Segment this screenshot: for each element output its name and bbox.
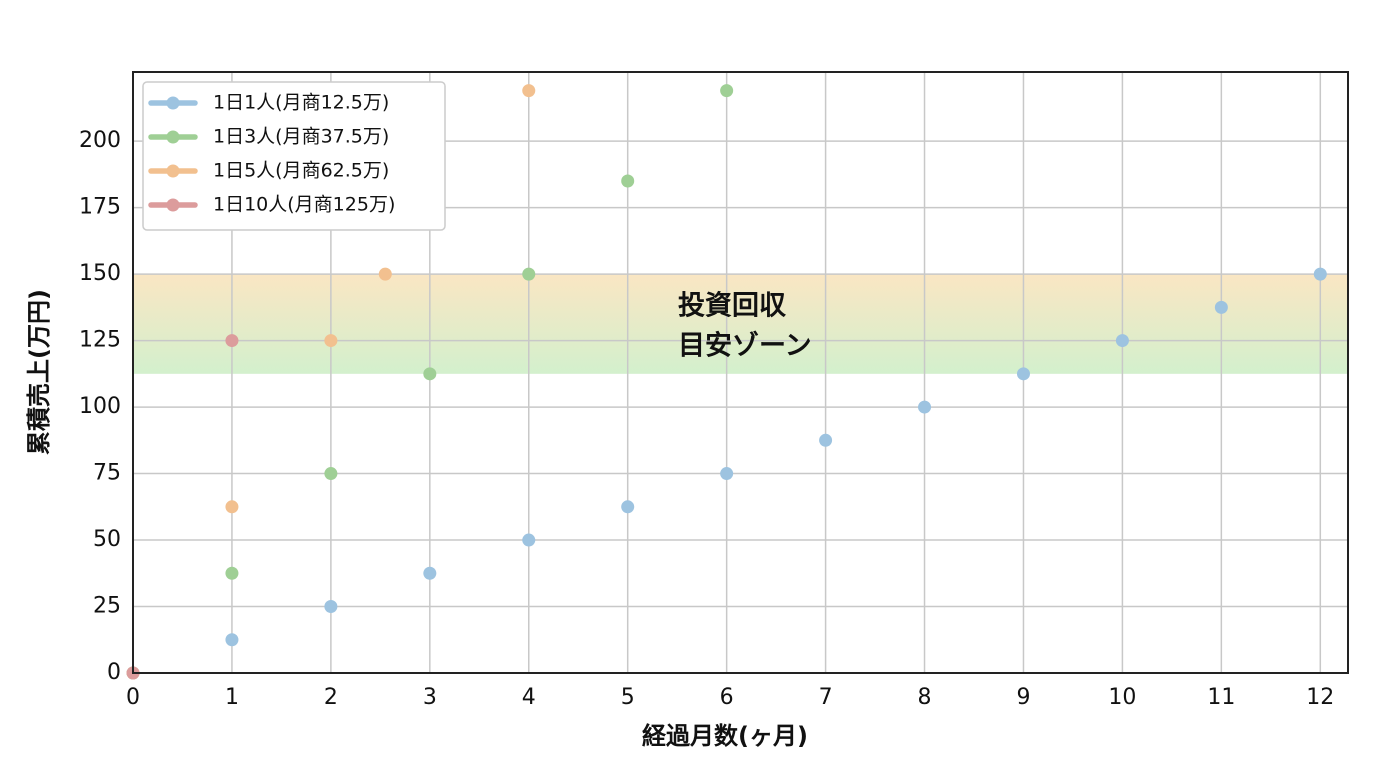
x-tick-label: 11: [1207, 685, 1235, 710]
legend-label: 1日3人(月商37.5万): [213, 126, 389, 148]
data-point: [423, 566, 437, 580]
x-tick-label: 3: [423, 685, 437, 710]
data-point: [324, 600, 338, 614]
data-point: [225, 633, 239, 647]
x-tick-label: 1: [225, 685, 239, 710]
x-tick-label: 7: [819, 685, 833, 710]
zone-label: 目安ゾーン: [678, 331, 812, 362]
x-tick-label: 8: [918, 685, 932, 710]
legend-marker: [166, 130, 180, 144]
x-tick-label: 9: [1016, 685, 1030, 710]
x-axis-label: 経過月数(ヶ月): [642, 722, 808, 750]
data-point: [621, 500, 635, 514]
x-tick-label: 2: [324, 685, 338, 710]
plot-frame: [132, 71, 1349, 674]
data-point: [1115, 334, 1129, 348]
data-point: [1214, 300, 1228, 314]
legend-box: [142, 81, 446, 231]
y-tick-label: 200: [79, 128, 121, 153]
data-point: [1016, 367, 1030, 381]
y-axis-label: 累積売上(万円): [25, 289, 53, 455]
data-point: [918, 400, 932, 414]
data-point: [522, 267, 536, 281]
legend-label: 1日1人(月商12.5万): [213, 92, 389, 114]
x-tick-label: 10: [1108, 685, 1136, 710]
data-point: [324, 334, 338, 348]
data-point: [225, 500, 239, 514]
zone-label: 投資回収: [678, 291, 787, 322]
data-point: [324, 467, 338, 481]
legend-label: 1日10人(月商125万): [213, 194, 395, 216]
x-tick-label: 4: [522, 685, 536, 710]
y-tick-label: 25: [93, 594, 121, 619]
data-point: [225, 334, 239, 348]
y-tick-label: 50: [93, 527, 121, 552]
y-tick-label: 125: [79, 328, 121, 353]
legend: 1日1人(月商12.5万) 1日3人(月商37.5万) 1日5人(月商62.5万) 1…: [142, 81, 446, 231]
y-tick-label: 75: [93, 461, 121, 486]
data-point: [522, 533, 536, 547]
legend-marker: [166, 96, 180, 110]
x-tick-label: 5: [621, 685, 635, 710]
y-tick-label: 175: [79, 195, 121, 220]
legend-marker: [166, 198, 180, 212]
legend-marker: [166, 164, 180, 178]
data-point: [225, 566, 239, 580]
target-zone: [133, 274, 1348, 374]
y-tick-label: 0: [107, 660, 121, 685]
y-tick-label: 150: [79, 261, 121, 286]
data-point: [720, 467, 734, 481]
data-point: [423, 367, 437, 381]
data-point: [720, 84, 734, 98]
data-point: [522, 84, 536, 98]
x-tick-label: 6: [720, 685, 734, 710]
data-point: [1313, 267, 1327, 281]
y-tick-label: 100: [79, 394, 121, 419]
data-point: [324, 2, 337, 15]
data-point: [621, 174, 635, 188]
x-tick-label: 0: [126, 685, 140, 710]
legend-label: 1日5人(月商62.5万): [213, 160, 389, 182]
data-point: [819, 433, 833, 447]
data-point: [378, 267, 392, 281]
x-tick-label: 12: [1306, 685, 1334, 710]
